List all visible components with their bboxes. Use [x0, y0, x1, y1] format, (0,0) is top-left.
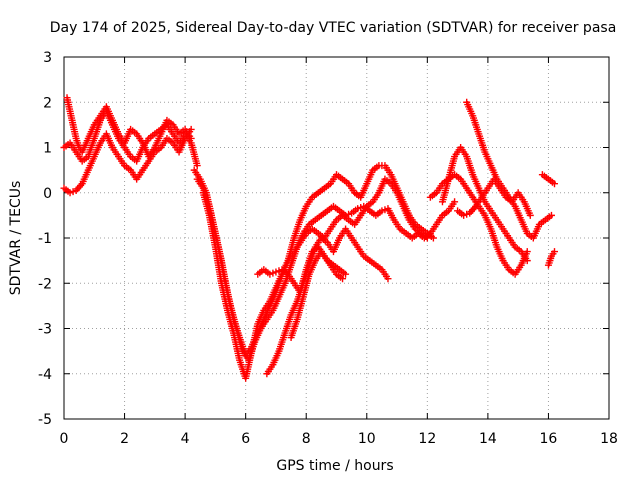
series-10	[438, 144, 531, 265]
x-tick-label-4: 8	[302, 431, 311, 447]
y-tick-label-6: 1	[43, 141, 52, 157]
x-tick-label-0: 0	[60, 431, 69, 447]
data-point	[547, 211, 555, 219]
data-point	[526, 211, 534, 219]
y-tick-label-3: -2	[38, 276, 52, 292]
data-point	[423, 234, 431, 242]
x-tick-label-6: 12	[418, 431, 436, 447]
data-point	[451, 198, 459, 206]
series-5	[199, 175, 431, 382]
series-2	[63, 94, 195, 161]
data-point	[187, 125, 195, 133]
x-tick-label-9: 18	[600, 431, 618, 447]
series-14	[544, 248, 558, 269]
y-tick-label-2: -3	[38, 322, 52, 338]
chart-title: Day 174 of 2025, Sidereal Day-to-day VTE…	[50, 20, 617, 36]
data-point	[429, 234, 437, 242]
data-point	[339, 275, 347, 283]
series-12	[454, 175, 534, 219]
x-tick-label-2: 4	[181, 431, 190, 447]
data-point	[193, 162, 201, 170]
y-tick-label-5: 0	[43, 186, 52, 202]
series-1	[60, 125, 195, 197]
x-tick-label-7: 14	[479, 431, 497, 447]
y-tick-label-8: 3	[43, 50, 52, 66]
data-point	[342, 270, 350, 278]
y-tick-label-4: -1	[38, 231, 52, 247]
y-tick-label-7: 2	[43, 95, 52, 111]
series-7	[263, 225, 392, 378]
data-point	[187, 134, 195, 142]
series-0	[60, 107, 201, 170]
x-axis-label: GPS time / hours	[276, 458, 393, 474]
series-8	[287, 248, 350, 342]
x-tick-label-5: 10	[358, 431, 376, 447]
series-13	[538, 171, 558, 188]
series-11	[463, 98, 555, 242]
data-point	[551, 180, 558, 188]
data-point	[523, 248, 531, 256]
x-tick-label-1: 2	[120, 431, 129, 447]
data-point	[523, 257, 531, 265]
y-tick-label-0: -5	[38, 412, 52, 428]
data-point	[551, 248, 558, 256]
series-9	[426, 171, 531, 278]
x-tick-label-8: 16	[540, 431, 558, 447]
series-3	[190, 166, 459, 364]
x-tick-label-3: 6	[241, 431, 250, 447]
data-points-layer	[60, 94, 558, 382]
y-axis-label: SDTVAR / TECUs	[8, 181, 24, 296]
y-tick-label-1: -4	[38, 367, 52, 383]
data-point	[384, 275, 392, 283]
